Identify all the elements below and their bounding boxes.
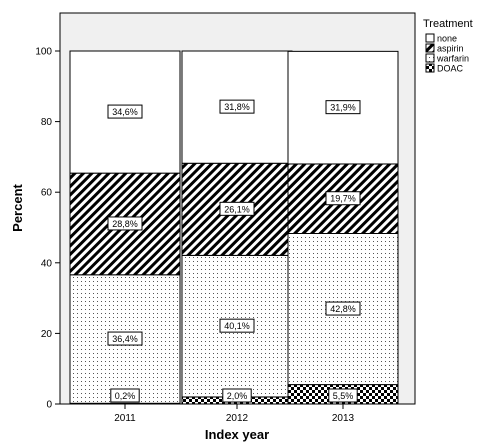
data-label: 34,6% [107,104,143,119]
data-label-box [222,388,252,403]
data-label: 26,1% [219,201,255,216]
legend-item-aspirin: aspirin [425,43,464,54]
legend-item-doac: DOAC [425,63,464,74]
data-label-box [328,388,358,403]
legend-label: DOAC [437,64,464,74]
legend-swatch [425,53,435,63]
data-label: 2,0% [222,388,252,403]
data-label-text: 34,6% [112,107,138,117]
data-label-box [325,100,361,115]
y-tick-label: 0 [46,400,52,411]
data-label: 0,2% [110,388,140,403]
data-label-text: 19,7% [330,194,356,204]
x-tick-label: 2012 [226,413,249,424]
data-label: 40,1% [219,318,255,333]
data-label: 42,8% [325,301,361,316]
x-tick-label: 2013 [332,413,355,424]
legend-swatch [425,43,435,53]
data-label-text: 40,1% [224,321,250,331]
data-label: 5,5% [328,388,358,403]
y-tick-label: 80 [41,117,53,128]
x-tick-label: 2011 [114,413,136,424]
bars: 0,2% 36,4% 28,8% 34,6% 2,0% 40,1% 26,1% 31,8% 5,… [69,50,399,405]
legend-swatch [425,33,435,43]
data-label-box [325,301,361,316]
x-axis-title: Index year [205,427,269,442]
data-label-box [325,191,361,206]
legend-item-warfarin: warfarin [425,53,469,64]
data-label-text: 31,9% [330,103,356,113]
data-label-text: 31,8% [224,102,250,112]
data-label-text: 42,8% [330,304,356,314]
data-label-box [107,216,143,231]
data-label: 31,8% [219,99,255,114]
data-label-text: 36,4% [112,334,138,344]
data-label-box [219,201,255,216]
legend-label: none [437,34,457,44]
bar-segment-none [69,50,181,174]
legend-label: warfarin [436,54,469,64]
data-label-text: 26,1% [224,204,250,214]
data-label-text: 2,0% [227,391,248,401]
data-label: 36,4% [107,331,143,346]
data-label: 28,8% [107,216,143,231]
legend-label: aspirin [437,44,464,54]
data-label-text: 28,8% [112,219,138,229]
x-axis: 2011 2012 2013 [114,404,355,424]
legend-swatch [425,63,435,73]
y-axis: 0 20 40 60 80 100 [35,47,60,411]
data-label-box [107,104,143,119]
data-label: 31,9% [325,100,361,115]
data-label-box [107,331,143,346]
y-tick-label: 40 [41,258,53,269]
data-label-text: 0,2% [115,391,136,401]
data-label-box [219,318,255,333]
y-axis-title: Percent [10,183,25,231]
data-label-text: 5,5% [333,391,354,401]
y-tick-label: 20 [41,329,53,340]
legend-title: Treatment [423,18,473,30]
y-tick-label: 60 [41,188,53,199]
bar-segment-none [181,50,293,164]
y-tick-label: 100 [35,47,52,58]
data-label-box [110,388,140,403]
legend-item-none: none [425,33,457,44]
data-label: 19,7% [325,191,361,206]
data-label-box [219,99,255,114]
